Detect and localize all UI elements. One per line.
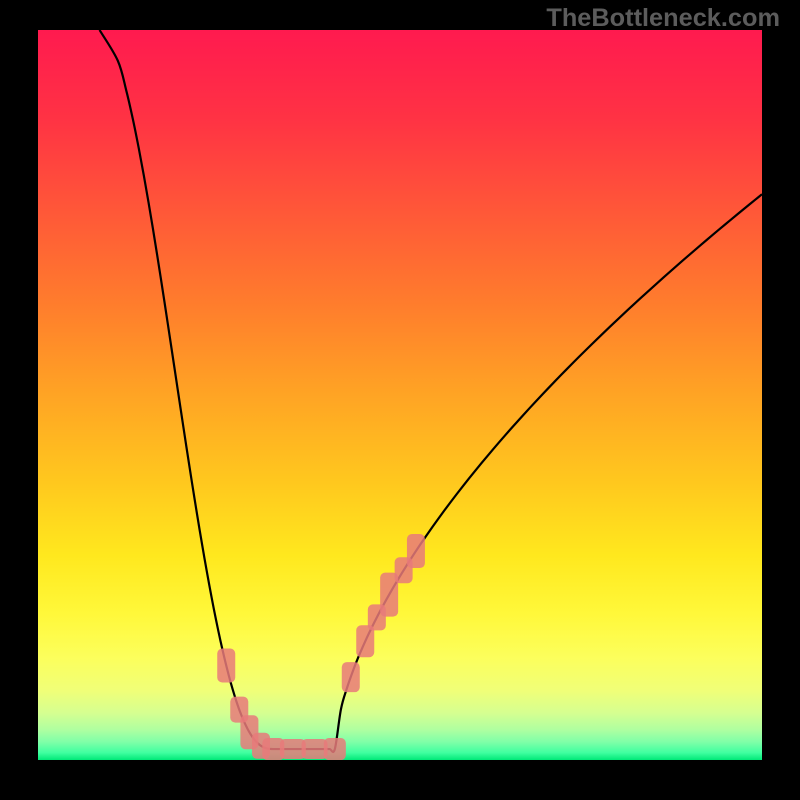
data-marker xyxy=(302,739,328,759)
data-marker xyxy=(407,534,425,568)
chart-root: TheBottleneck.com xyxy=(0,0,800,800)
data-marker xyxy=(217,649,235,683)
watermark-label: TheBottleneck.com xyxy=(546,4,780,33)
bottleneck-chart xyxy=(38,30,762,760)
gradient-background xyxy=(38,30,762,760)
data-marker xyxy=(342,662,360,692)
data-marker xyxy=(324,738,346,760)
